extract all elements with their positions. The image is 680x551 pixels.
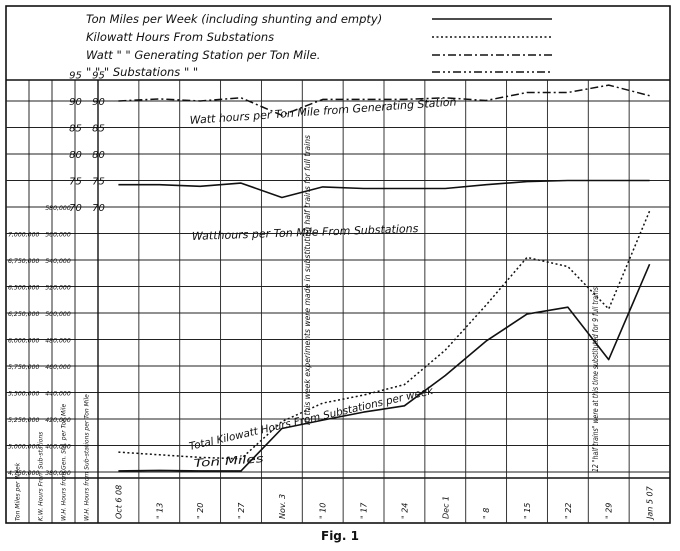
y-tick-wh-sub: 95 [92,71,105,82]
y-tick-kwh: 400,000 [45,444,71,451]
y-tick-kwh: 460,000 [45,364,71,371]
legend-label-3: " " " Substations " " [86,65,198,79]
y-tick-wh-gen: 70 [69,203,82,214]
series-line-ton_miles [118,263,651,472]
y-tick-ton-miles: 5,750,000 [8,364,40,371]
series-line-wh_gen [118,84,650,117]
x-tick-label: " 20 [196,503,205,519]
y-tick-wh-sub: 85 [92,124,105,135]
annotation-ton-miles: Ton Miles [193,452,264,470]
y-tick-ton-miles: 5,250,000 [8,417,40,424]
annotations: Watt hours per Ton Mile from Generating … [188,95,600,472]
axis-tick-labels: 4,750,000 5,000,000 5,250,000 5,500,000 5,75… [8,71,655,522]
y-tick-ton-miles: 5,000,000 [8,444,40,451]
x-tick-label: " 24 [400,503,409,519]
y-tick-kwh: 440,000 [45,391,71,398]
y-tick-wh-sub: 75 [92,177,105,188]
y-tick-wh-sub: 70 [92,203,105,214]
y-axis-title-wh_gen: W.H. Hours from Gen. Sta. per Ton Mile [61,404,68,521]
x-tick-label: " 8 [482,508,491,519]
y-tick-kwh: 380,000 [45,470,71,477]
x-tick-label: Jan 5 07 [646,485,655,521]
y-tick-wh-gen: 85 [69,124,82,135]
x-tick-label: Oct 6 08 [114,485,123,519]
y-tick-ton-miles: 6,750,000 [8,258,40,265]
chart-frame [5,5,671,524]
y-tick-wh-sub: 80 [92,150,105,161]
x-tick-label: " 10 [319,503,328,519]
x-tick-label: " 17 [360,502,369,519]
annotation-experiment-week: In this week experiments were made in su… [303,135,312,425]
y-tick-kwh: 500,000 [45,311,71,318]
series-lines [118,84,651,472]
y-tick-kwh: 580,000 [45,205,71,212]
x-tick-label: " 22 [564,503,573,519]
y-tick-kwh: 480,000 [45,338,71,345]
grid [6,80,670,523]
y-tick-wh-gen: 90 [69,97,82,108]
x-tick-label: " 27 [237,502,246,519]
x-tick-label: Dec 1 [441,496,450,519]
y-tick-kwh: 540,000 [45,258,71,265]
legend-label-0: Ton Miles per Week (including shunting a… [86,12,382,26]
series-line-kwh [118,210,651,460]
x-tick-label: Nov. 3 [278,494,287,519]
y-tick-wh-gen: 95 [69,71,82,82]
y-tick-wh-gen: 80 [69,150,82,161]
y-tick-kwh: 560,000 [45,232,71,239]
y-tick-ton-miles: 4,750,000 [8,470,40,477]
y-tick-ton-miles: 5,500,000 [8,391,40,398]
y-tick-ton-miles: 7,000,000 [8,232,40,239]
y-tick-kwh: 420,000 [45,417,71,424]
y-tick-ton-miles: 6,000,000 [8,338,40,345]
figure-caption: Fig. 1 [321,529,359,543]
legend-label-1: Kilowatt Hours From Substations [86,30,274,44]
x-tick-label: " 15 [523,503,532,519]
y-axis-title-kwh: K.W. Hours From Sub-stations [38,432,45,521]
y-tick-ton-miles: 6,250,000 [8,311,40,318]
x-tick-label: " 13 [155,503,164,519]
y-tick-wh-gen: 75 [69,177,82,188]
annotation-half-trains: 12 "half trains" were at this time subst… [591,287,600,472]
series-line-wh_sub [118,179,650,199]
y-axis-title-ton_miles: Ton Miles per Week [15,462,22,521]
y-tick-ton-miles: 6,500,000 [8,285,40,292]
y-tick-kwh: 520,000 [45,285,71,292]
y-tick-wh-sub: 90 [92,97,105,108]
y-axis-title-wh_sub: W.H. Hours from Sub-stations per Ton Mil… [84,394,91,521]
legend: Ton Miles per Week (including shunting a… [86,12,552,79]
legend-label-2: Watt " " Generating Station per Ton Mile… [86,48,320,62]
x-tick-label: " 29 [605,503,614,519]
